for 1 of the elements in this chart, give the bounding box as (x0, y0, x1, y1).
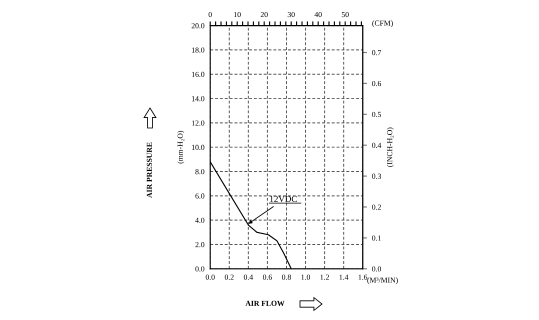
annotation: 12VDC (270, 196, 297, 202)
